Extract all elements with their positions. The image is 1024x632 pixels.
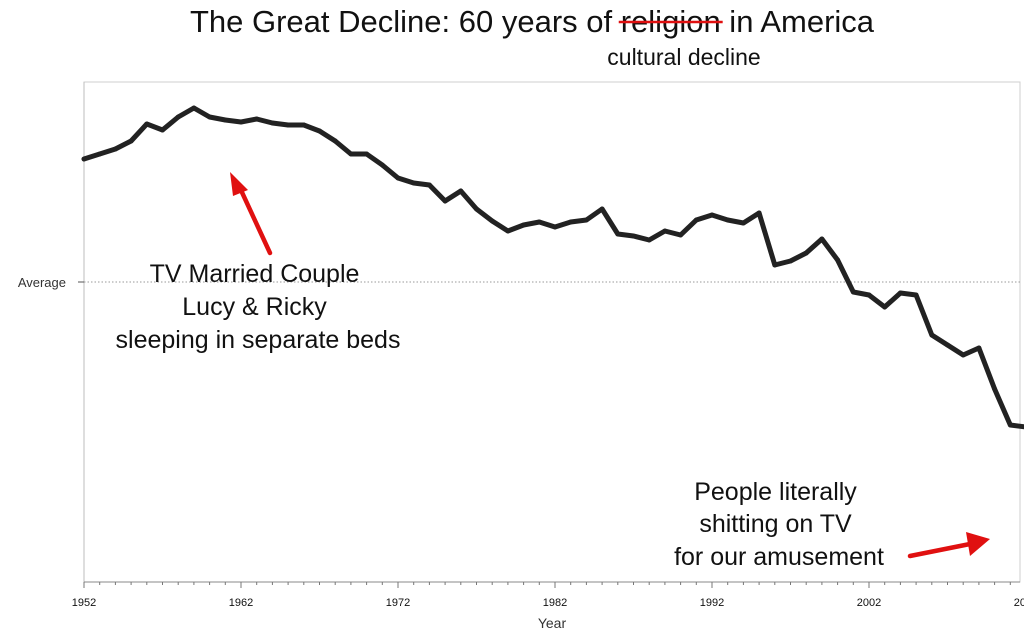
data-point-1989 bbox=[662, 228, 668, 234]
data-point-1984 bbox=[584, 217, 589, 223]
annotation-1-arrowhead bbox=[230, 172, 248, 196]
x-tick-label-1962: 1962 bbox=[229, 597, 253, 609]
data-point-1998 bbox=[803, 250, 809, 256]
data-point-1970 bbox=[364, 151, 369, 157]
data-point-1985 bbox=[599, 206, 605, 212]
data-point-1957 bbox=[160, 127, 165, 133]
annotation-1-line-2: Lucy & Ricky bbox=[182, 293, 327, 321]
data-point-1953 bbox=[97, 151, 103, 157]
data-point-1986 bbox=[615, 231, 621, 237]
data-point-2003 bbox=[882, 304, 888, 310]
data-point-1959 bbox=[191, 105, 197, 111]
annotation-2-line-2: shitting on TV bbox=[699, 510, 852, 538]
average-label: Average bbox=[18, 275, 66, 290]
data-point-2000 bbox=[835, 257, 840, 263]
data-point-1997 bbox=[788, 258, 793, 264]
data-point-1978 bbox=[489, 218, 495, 224]
data-point-1962 bbox=[238, 119, 244, 125]
annotation-1-line-1: TV Married Couple bbox=[150, 260, 360, 288]
series-points bbox=[81, 105, 1024, 429]
data-point-1976 bbox=[458, 188, 464, 194]
annotation-2-line-3: for our amusement bbox=[674, 543, 884, 571]
data-point-1979 bbox=[505, 228, 511, 234]
data-point-2011 bbox=[1007, 422, 1013, 428]
data-point-1955 bbox=[128, 138, 134, 144]
data-point-1969 bbox=[348, 151, 354, 157]
annotation-lucy-ricky: TV Married Couple Lucy & Ricky sleeping … bbox=[116, 172, 401, 354]
svg-text:TV Married Couple Lucy &: TV Married Couple Lucy & Ricky sleeping … bbox=[116, 260, 401, 354]
data-point-2008 bbox=[960, 352, 966, 358]
data-point-1988 bbox=[646, 237, 652, 243]
data-point-1971 bbox=[379, 162, 385, 168]
data-point-1992 bbox=[709, 212, 715, 218]
annotation-1-line-3: sleeping in separate beds bbox=[116, 326, 401, 354]
data-point-1960 bbox=[207, 114, 213, 120]
data-point-2002 bbox=[866, 292, 872, 298]
data-point-1961 bbox=[222, 117, 228, 123]
data-point-1990 bbox=[678, 232, 683, 238]
x-tick-label-1972: 1972 bbox=[386, 597, 410, 609]
data-point-1980 bbox=[521, 222, 526, 228]
data-point-1993 bbox=[725, 217, 731, 223]
data-point-1965 bbox=[285, 122, 291, 128]
data-point-1995 bbox=[756, 210, 762, 216]
data-point-1982 bbox=[552, 224, 558, 230]
data-point-2005 bbox=[913, 292, 919, 298]
x-axis-label: Year bbox=[538, 615, 567, 631]
data-point-1956 bbox=[144, 121, 150, 127]
data-point-1999 bbox=[819, 236, 825, 242]
x-tick-label-1992: 1992 bbox=[700, 597, 724, 609]
data-point-1963 bbox=[254, 116, 260, 122]
data-point-1981 bbox=[536, 219, 542, 225]
annotation-tv: People literally shitting on TV for our … bbox=[674, 478, 990, 571]
data-point-2004 bbox=[898, 290, 903, 296]
annotation-1-arrow bbox=[237, 185, 273, 256]
chart-title: The Great Decline: 60 years of religion … bbox=[190, 4, 875, 39]
data-point-1996 bbox=[772, 262, 778, 268]
title-prefix: The Great Decline: 60 years of bbox=[190, 4, 621, 39]
data-point-1968 bbox=[332, 138, 338, 144]
title-suffix: in America bbox=[721, 4, 875, 39]
data-point-1974 bbox=[427, 182, 432, 188]
data-point-2001 bbox=[850, 289, 856, 295]
x-tick-label-1952: 1952 bbox=[72, 597, 96, 609]
data-point-1958 bbox=[175, 114, 181, 120]
annotation-2-arrowhead bbox=[966, 532, 990, 556]
title-replacement: cultural decline bbox=[607, 44, 760, 70]
data-point-1975 bbox=[442, 198, 448, 204]
data-point-1952 bbox=[81, 156, 87, 162]
data-point-2009 bbox=[976, 345, 982, 351]
data-point-1994 bbox=[741, 220, 746, 226]
data-point-2007 bbox=[945, 342, 950, 348]
x-tick-label-2012: 2012 bbox=[1014, 597, 1024, 609]
data-point-1972 bbox=[395, 175, 401, 181]
x-tick-label-2002: 2002 bbox=[857, 597, 881, 609]
data-point-1991 bbox=[693, 217, 699, 223]
data-point-1973 bbox=[411, 180, 417, 186]
svg-text:People literally shittin: People literally shitting on TV for our … bbox=[674, 478, 884, 571]
annotation-2-line-1: People literally bbox=[694, 478, 857, 506]
data-point-1964 bbox=[270, 120, 275, 126]
data-point-2006 bbox=[929, 332, 935, 338]
data-point-1966 bbox=[301, 122, 307, 128]
annotation-2-arrow bbox=[907, 541, 973, 559]
data-point-1967 bbox=[317, 128, 322, 134]
data-point-1987 bbox=[631, 233, 636, 239]
x-tick-label-1982: 1982 bbox=[543, 597, 567, 609]
data-point-1983 bbox=[568, 219, 574, 225]
x-minor-ticks bbox=[83, 582, 1011, 588]
data-point-2010 bbox=[992, 386, 997, 392]
data-point-1977 bbox=[474, 206, 479, 212]
data-point-1954 bbox=[113, 146, 118, 152]
x-tick-labels: 1952 1962 1972 1982 1992 2002 2012 bbox=[72, 597, 1024, 609]
